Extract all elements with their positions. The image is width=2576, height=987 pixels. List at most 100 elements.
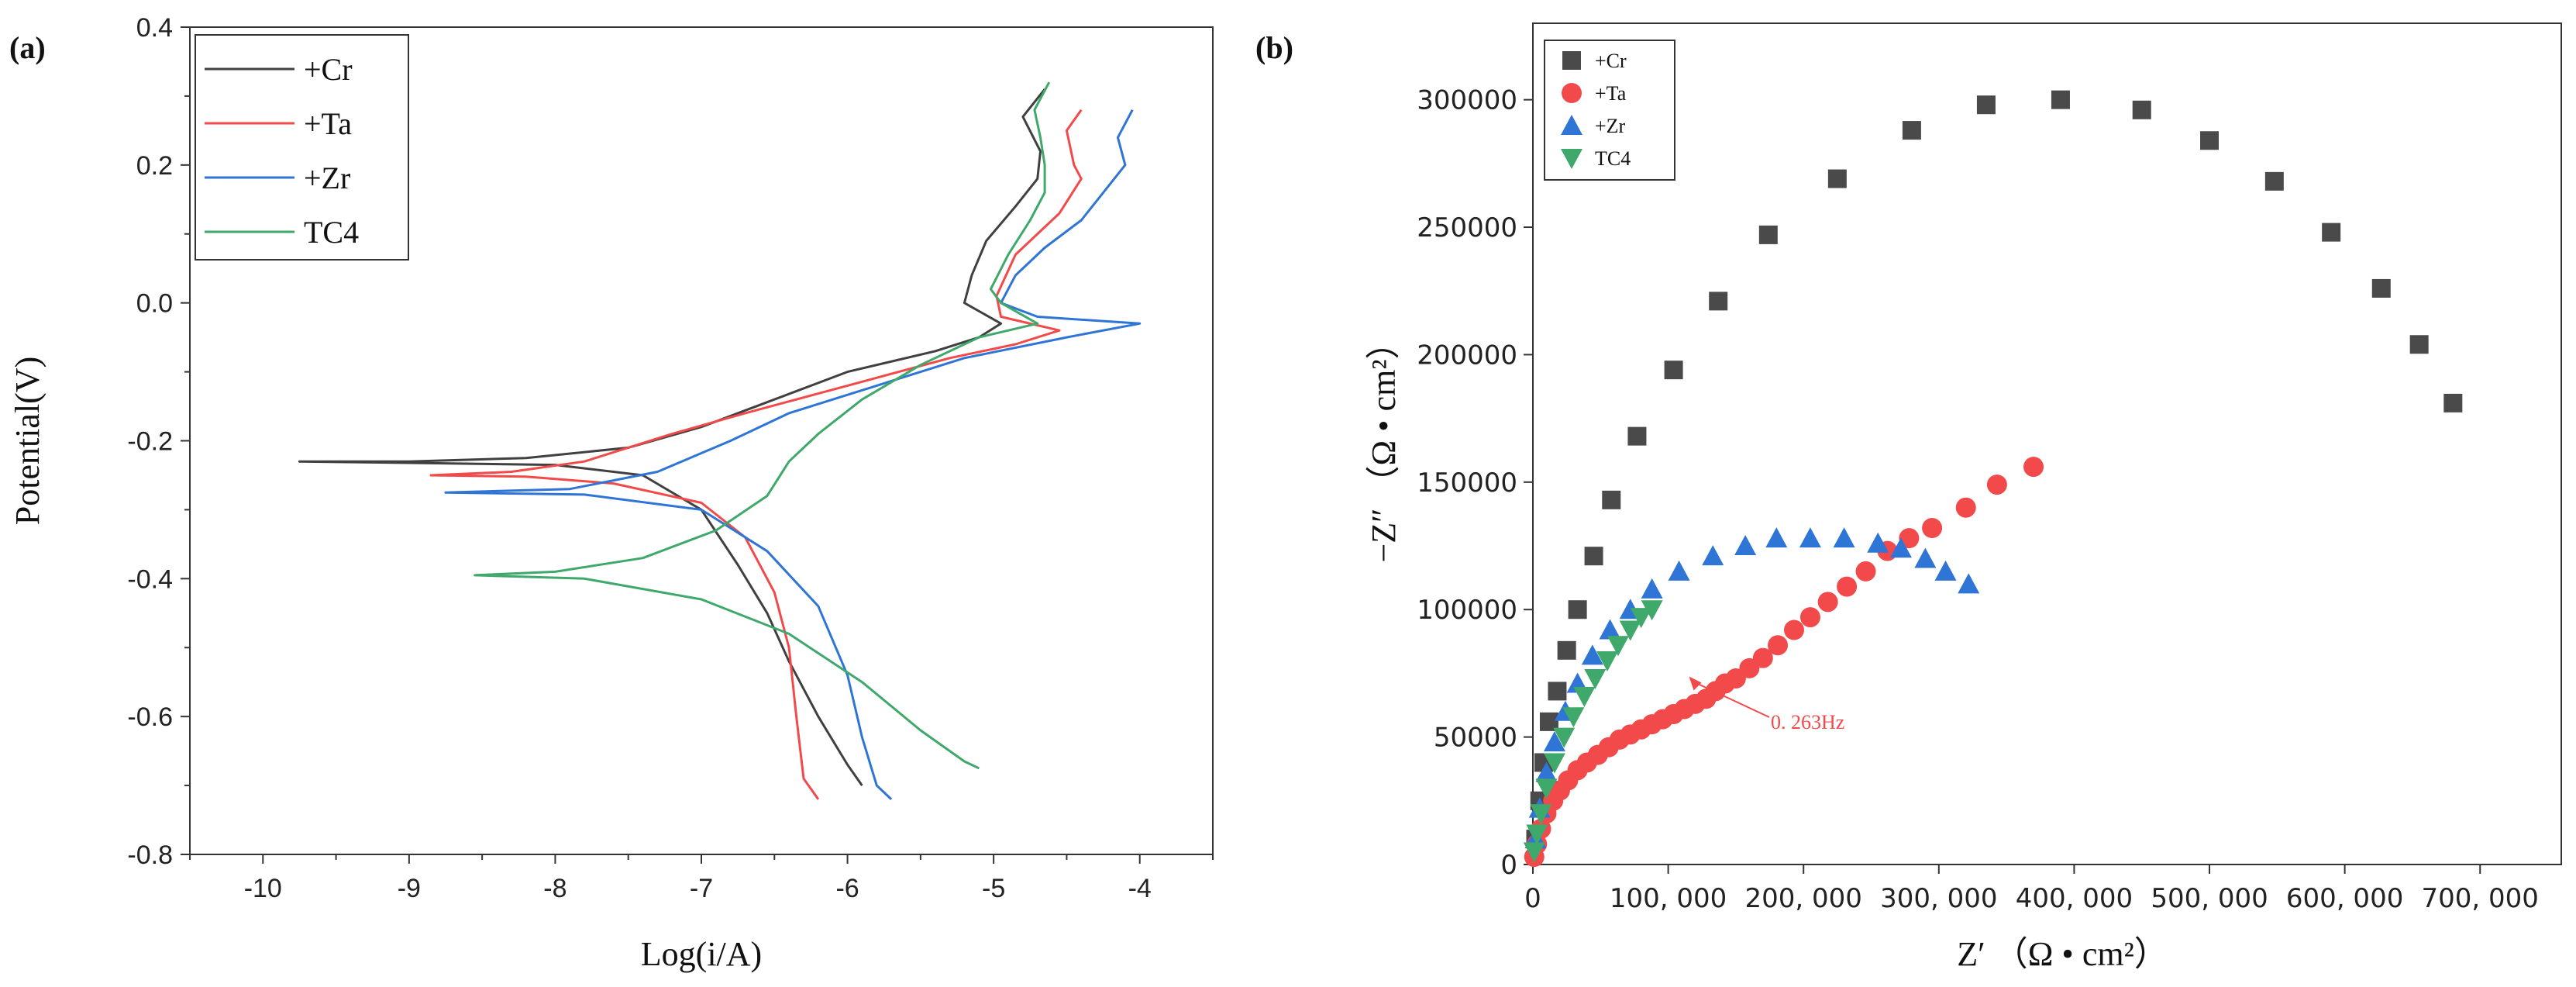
panel-label-a: (a) xyxy=(9,30,46,65)
data-point-zr xyxy=(1799,527,1821,548)
data-point-zr xyxy=(1889,537,1912,558)
data-point-zr xyxy=(1581,644,1603,665)
data-point-cr xyxy=(2200,131,2220,150)
data-point-ta xyxy=(2023,457,2044,478)
x-tick-label-a: -6 xyxy=(835,874,859,903)
data-point-ta xyxy=(1922,518,1943,538)
data-point-ta xyxy=(1855,561,1876,582)
data-point-zr xyxy=(1668,560,1690,581)
x-axis-label-a: Log(i/A) xyxy=(641,935,762,973)
data-point-cr xyxy=(2443,393,2463,412)
data-point-tc4 xyxy=(1641,600,1663,621)
data-point-zr xyxy=(1734,535,1757,556)
data-point-tc4 xyxy=(1530,804,1552,825)
data-point-cr xyxy=(1627,426,1647,446)
data-point-ta xyxy=(1817,592,1838,613)
x-axis-label-b: Z′ （Ω • cm²） xyxy=(1957,935,2168,973)
legend-marker-b xyxy=(1562,51,1581,70)
x-tick-label-b: 500, 000 xyxy=(2151,883,2268,914)
data-point-cr xyxy=(2264,171,2284,191)
legend-marker-b xyxy=(1561,115,1582,135)
data-point-ta xyxy=(1899,528,1920,549)
data-point-cr xyxy=(1758,225,1778,244)
legend-label-a: +Cr xyxy=(304,52,353,87)
data-point-zr xyxy=(1543,731,1565,752)
data-point-tc4 xyxy=(1535,778,1558,799)
y-tick-label-a: -0.8 xyxy=(127,840,173,870)
data-point-cr xyxy=(1548,682,1567,701)
x-tick-label-a: -5 xyxy=(982,874,1005,903)
annotation-arrow xyxy=(1692,680,1770,718)
y-axis-label-a: Potential(V) xyxy=(9,357,46,526)
x-tick-label-b: 400, 000 xyxy=(2016,883,2133,914)
y-tick-label-b: 0 xyxy=(1500,850,1517,881)
data-point-ta xyxy=(1837,576,1858,597)
legend-label-b: +Cr xyxy=(1595,50,1627,72)
data-point-ta xyxy=(1783,619,1804,640)
x-tick-label-b: 300, 000 xyxy=(1880,883,1997,914)
data-point-tc4 xyxy=(1573,687,1596,707)
data-point-tc4 xyxy=(1630,608,1652,629)
data-point-tc4 xyxy=(1562,707,1585,728)
data-point-cr xyxy=(2051,90,2070,109)
data-point-tc4 xyxy=(1526,824,1548,845)
x-tick-label-b: 700, 000 xyxy=(2422,883,2539,914)
y-tick-label-a: -0.6 xyxy=(127,702,173,732)
y-tick-label-a: 0.4 xyxy=(136,13,173,43)
y-tick-label-b: 100000 xyxy=(1417,595,1517,626)
y-tick-label-a: 0.2 xyxy=(136,151,173,181)
y-tick-label-b: 150000 xyxy=(1417,468,1517,499)
data-point-cr xyxy=(1902,121,1921,140)
data-point-cr xyxy=(1976,95,1996,115)
x-tick-label-a: -8 xyxy=(543,874,567,903)
data-point-zr xyxy=(1867,532,1889,553)
x-tick-label-b: 100, 000 xyxy=(1610,883,1727,914)
data-point-cr xyxy=(1568,600,1587,619)
data-point-cr xyxy=(1664,361,1683,380)
y-tick-label-a: 0.0 xyxy=(136,289,173,319)
data-point-tc4 xyxy=(1596,651,1619,671)
data-point-ta xyxy=(1986,475,2007,495)
y-tick-label-b: 50000 xyxy=(1434,723,1517,754)
data-point-cr xyxy=(2132,100,2151,119)
data-point-zr xyxy=(1934,560,1957,581)
data-point-zr xyxy=(1765,527,1788,548)
legend-a xyxy=(195,34,409,261)
x-tick-label-a: -4 xyxy=(1128,874,1152,903)
series-line-zr xyxy=(444,109,1142,800)
legend-label-b: TC4 xyxy=(1595,147,1631,170)
data-point-cr xyxy=(2322,223,2341,242)
x-tick-label-a: -10 xyxy=(244,874,282,903)
legend-label-a: +Zr xyxy=(304,160,350,195)
data-point-ta xyxy=(1768,635,1789,656)
x-tick-label-a: -7 xyxy=(690,874,713,903)
legend-label-a: TC4 xyxy=(304,215,359,250)
y-tick-label-b: 200000 xyxy=(1417,340,1517,371)
legend-label-b: +Zr xyxy=(1595,115,1626,137)
x-tick-label-b: 600, 000 xyxy=(2286,883,2403,914)
data-point-cr xyxy=(1602,490,1621,509)
data-point-ta xyxy=(1955,497,1976,518)
legend-label-b: +Ta xyxy=(1595,82,1627,105)
data-point-cr xyxy=(2371,278,2391,298)
data-point-tc4 xyxy=(1543,753,1565,774)
x-tick-label-b: 0 xyxy=(1524,883,1541,914)
data-point-zr xyxy=(1702,545,1724,566)
plot-frame-b xyxy=(1532,22,2562,865)
data-point-ta xyxy=(1799,607,1820,628)
data-point-cr xyxy=(2409,335,2429,354)
series-line-tc4 xyxy=(474,81,1051,770)
data-point-zr xyxy=(1641,578,1663,599)
annotation-arrowhead xyxy=(1689,676,1702,691)
data-point-tc4 xyxy=(1619,620,1641,641)
data-point-zr xyxy=(1599,619,1621,640)
annotation-label: 0. 263Hz xyxy=(1771,711,1844,733)
x-tick-label-b: 200, 000 xyxy=(1745,883,1862,914)
data-point-cr xyxy=(1557,640,1576,660)
data-point-zr xyxy=(1833,527,1855,548)
data-point-zr xyxy=(1958,573,1980,594)
data-point-tc4 xyxy=(1523,842,1545,863)
series-line-ta xyxy=(429,109,1083,800)
data-point-ta xyxy=(1752,647,1773,668)
